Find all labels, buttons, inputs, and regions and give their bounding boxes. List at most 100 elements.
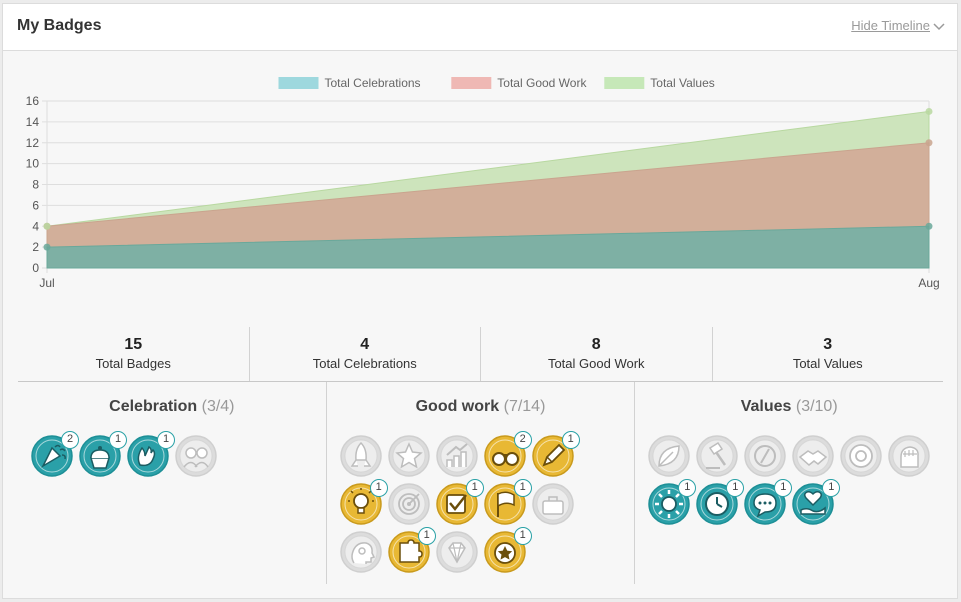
badge-heart-hand[interactable]: 1 — [792, 479, 841, 525]
hide-timeline-link[interactable]: Hide Timeline — [851, 18, 945, 33]
category-count: (3/4) — [201, 398, 235, 415]
stat-total-badges: 15 Total Badges — [18, 327, 250, 381]
lifebuoy-icon — [840, 435, 883, 477]
badge-toolbox[interactable] — [531, 483, 574, 525]
badge-rocket[interactable] — [339, 435, 382, 477]
badge-diamond[interactable] — [435, 531, 478, 573]
badge-target[interactable] — [387, 483, 430, 525]
y-tick-label: 0 — [32, 261, 39, 275]
stat-value: 4 — [360, 336, 370, 353]
stat-total-good-work: 8 Total Good Work — [481, 327, 713, 381]
data-point — [925, 222, 933, 230]
legend-swatch — [278, 77, 319, 89]
badge-cupcake[interactable]: 1 — [79, 431, 127, 477]
badge-leaf[interactable] — [648, 435, 691, 477]
badge-count: 1 — [157, 431, 175, 449]
badge-count: 1 — [465, 479, 484, 497]
badge-friends[interactable] — [175, 435, 217, 477]
clapping-hands-icon — [127, 435, 169, 477]
badge-count: 1 — [822, 479, 841, 497]
badge-clapping-hands[interactable]: 1 — [127, 431, 175, 477]
badge-count: 1 — [369, 479, 388, 497]
stat-label: Total Badges — [95, 356, 171, 371]
badge-fist[interactable] — [888, 435, 931, 477]
category-count: (3/10) — [795, 398, 838, 415]
gear-head-icon — [339, 531, 382, 573]
toolbox-icon — [531, 483, 574, 525]
legend-swatch — [604, 77, 645, 89]
badge-speech-bubble[interactable]: 1 — [744, 479, 793, 525]
category-name: Good work — [415, 398, 500, 415]
data-point — [925, 139, 933, 147]
badge-checkmark[interactable]: 1 — [435, 479, 484, 525]
leaf-icon — [648, 435, 691, 477]
area-series — [46, 225, 930, 269]
stats-row: 15 Total Badges 4 Total Celebrations 8 T… — [18, 327, 943, 382]
badge-binoculars[interactable]: 2 — [483, 431, 532, 477]
star-person-icon — [387, 435, 430, 477]
growth-chart-icon — [435, 435, 478, 477]
stat-total-celebrations: 4 Total Celebrations — [250, 327, 481, 381]
badge-pencil[interactable]: 1 — [531, 431, 580, 477]
badge-categories: Celebration (3/4) 2 1 1 Good work (7/14) 2… — [18, 382, 943, 584]
stat-label: Total Good Work — [547, 356, 645, 371]
legend-label: Total Celebrations — [325, 76, 421, 90]
chevron-down-icon — [933, 22, 945, 30]
card-title: My Badges — [17, 17, 102, 34]
badge-star-person[interactable] — [387, 435, 430, 477]
badge-unity[interactable] — [744, 435, 787, 477]
unity-icon — [744, 435, 787, 477]
badge-confetti[interactable]: 2 — [31, 431, 79, 477]
y-tick-label: 2 — [32, 240, 39, 254]
badge-lifebuoy[interactable] — [840, 435, 883, 477]
y-tick-label: 16 — [26, 94, 40, 108]
card-header: My Badges Hide Timeline — [3, 4, 957, 51]
timeline-chart: 0 2 4 6 8 10 12 14 16 Jul Aug Total Celebrations Tot… — [26, 76, 940, 290]
badge-count: 1 — [726, 479, 745, 497]
badge-growth-chart[interactable] — [435, 435, 478, 477]
badge-count: 1 — [513, 527, 532, 545]
sun-icon — [648, 483, 691, 525]
y-tick-label: 8 — [32, 178, 39, 192]
stat-value: 15 — [124, 336, 143, 353]
star-medal-icon — [483, 531, 526, 573]
checkmark-icon — [435, 483, 478, 525]
friends-icon — [175, 435, 217, 477]
category-celebration: Celebration (3/4) 2 1 1 — [18, 382, 327, 584]
stat-value: 8 — [591, 336, 601, 353]
x-tick-label: Aug — [918, 276, 939, 290]
category-good-work: Good work (7/14) 2 1 1 1 1 1 1 — [327, 382, 636, 584]
category-count: (7/14) — [503, 398, 546, 415]
badge-count: 1 — [513, 479, 532, 497]
category-name: Values — [740, 398, 792, 415]
badge-count: 1 — [774, 479, 793, 497]
badge-count: 1 — [417, 527, 436, 545]
badge-gear-head[interactable] — [339, 531, 382, 573]
badge-handshake[interactable] — [792, 435, 835, 477]
y-tick-label: 4 — [32, 219, 39, 233]
badge-star-medal[interactable]: 1 — [483, 527, 532, 573]
cupcake-icon — [79, 435, 121, 477]
badge-clock[interactable]: 1 — [696, 479, 745, 525]
badge-count: 1 — [561, 431, 580, 449]
badge-count: 2 — [513, 431, 532, 449]
badge-sun[interactable]: 1 — [648, 479, 697, 525]
badge-puzzle[interactable]: 1 — [387, 527, 436, 573]
badge-flag[interactable]: 1 — [483, 479, 532, 525]
legend-swatch — [451, 77, 492, 89]
flag-icon — [483, 483, 526, 525]
badges-card: My Badges Hide Timeline 0 2 4 6 8 10 12 14 16 Jul… — [2, 3, 958, 599]
data-point — [43, 243, 51, 251]
category-name: Celebration — [109, 398, 198, 415]
badge-gavel[interactable] — [696, 435, 739, 477]
target-icon — [387, 483, 430, 525]
category-values: Values (3/10) 1 1 1 1 — [635, 382, 943, 584]
category-title: Celebration (3/4) — [18, 398, 326, 416]
legend-label: Total Values — [650, 76, 714, 90]
stat-label: Total Values — [792, 356, 863, 371]
badge-lightbulb[interactable]: 1 — [339, 479, 388, 525]
data-point — [925, 107, 933, 115]
clock-icon — [696, 483, 739, 525]
diamond-icon — [435, 531, 478, 573]
badge-count: 1 — [109, 431, 127, 449]
